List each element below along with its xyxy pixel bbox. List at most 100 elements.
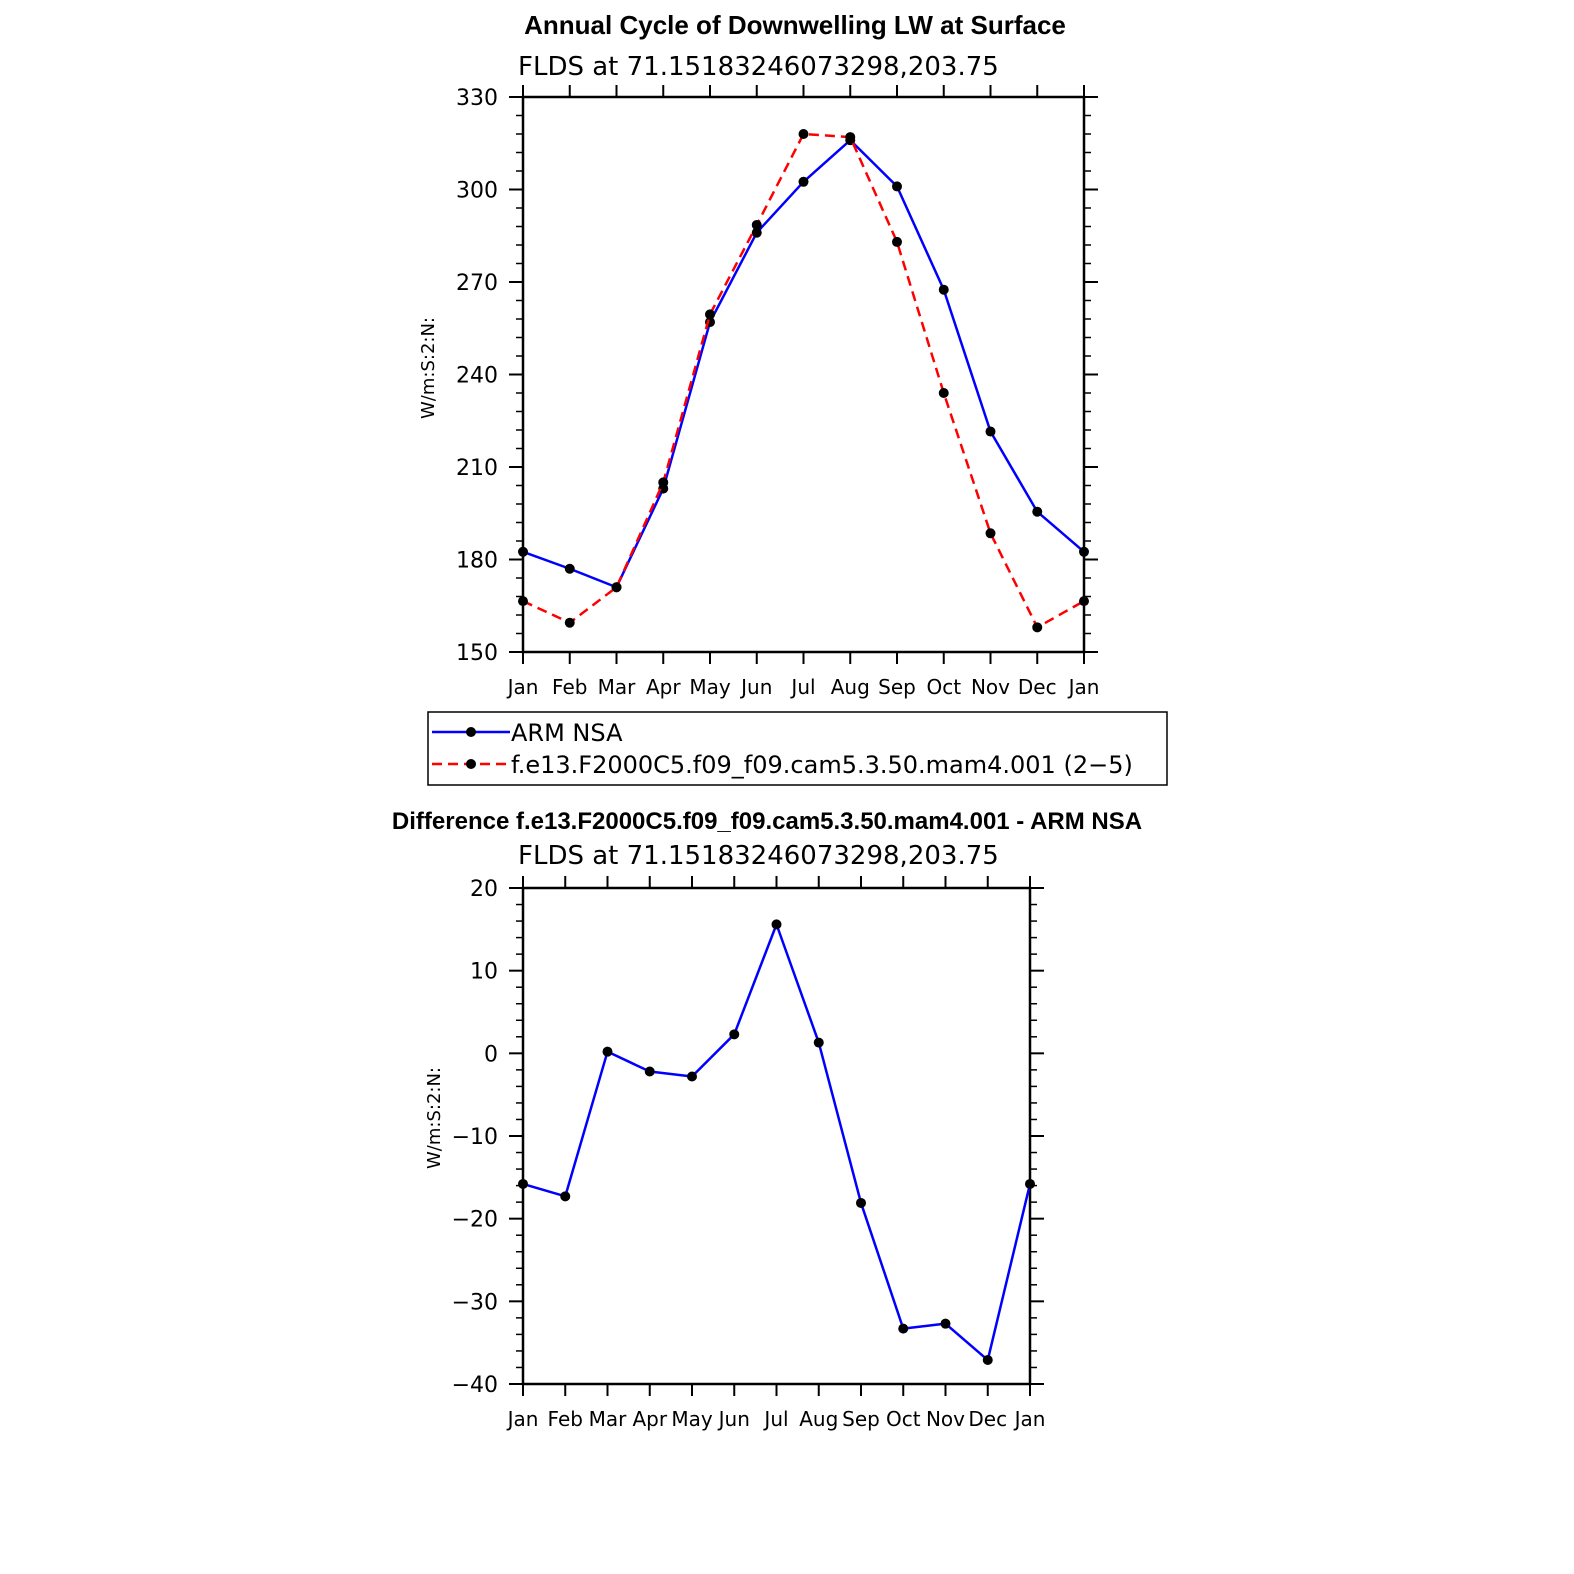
data-point [518, 546, 528, 557]
data-point [892, 181, 902, 192]
x-tick-label: Jan [506, 675, 539, 699]
x-tick-label: Sep [842, 1407, 880, 1431]
data-point [938, 388, 949, 398]
y-axis-label: W/m:S:2:N: [418, 317, 439, 419]
y-tick-label: 240 [456, 364, 498, 389]
data-point [1079, 546, 1089, 557]
y-tick-label: −30 [452, 1290, 498, 1315]
chart-title: Difference f.e13.F2000C5.f09_f09.cam5.3.… [392, 808, 1142, 835]
data-point [985, 426, 996, 437]
data-point [798, 129, 809, 139]
x-tick-label: Oct [886, 1407, 921, 1431]
x-tick-label: Mar [589, 1407, 628, 1431]
legend-marker-arm-nsa [466, 727, 476, 737]
chart-subtitle: FLDS at 71.15183246073298,203.75 [518, 52, 999, 82]
legend-entry-arm-nsa: ARM NSA [432, 719, 623, 747]
legend: ARM NSA f.e13.F2000C5.f09_f09.cam5.3.50.… [427, 711, 1168, 786]
data-point [845, 132, 856, 143]
x-tick-label: Jan [1013, 1407, 1046, 1431]
data-point [560, 1191, 571, 1202]
data-point [1025, 1178, 1035, 1189]
data-point [1032, 622, 1043, 633]
data-point [751, 219, 762, 230]
data-point [856, 1197, 866, 1208]
data-point [813, 1037, 824, 1048]
x-tick-label: Apr [632, 1407, 667, 1431]
legend-label-arm-nsa: ARM NSA [511, 719, 623, 747]
legend-label-model: f.e13.F2000C5.f09_f09.cam5.3.50.mam4.001… [511, 751, 1133, 779]
y-tick-label: 270 [456, 271, 498, 296]
x-tick-label: Dec [968, 1407, 1007, 1431]
data-point [771, 919, 782, 930]
data-point [705, 309, 715, 320]
x-tick-label: Jun [717, 1407, 750, 1431]
data-point [892, 236, 902, 247]
data-point [611, 582, 622, 593]
data-point [687, 1071, 697, 1082]
chart-subtitle: FLDS at 71.15183246073298,203.75 [518, 841, 999, 871]
series-line-0 [522, 923, 1032, 1362]
x-tick-label: Jan [1067, 675, 1100, 699]
y-tick-label: 10 [470, 960, 498, 985]
y-tick-label: 20 [470, 877, 498, 902]
data-point [564, 563, 575, 574]
x-tick-label: Oct [926, 675, 961, 699]
data-point [938, 284, 949, 295]
data-point [518, 596, 528, 607]
y-tick-label: 210 [456, 456, 498, 481]
x-tick-label: Dec [1018, 675, 1057, 699]
plot-frame: Jan Feb Mar Apr May Jun Jul Aug Sep Oct Nov Dec Jan−… [452, 876, 1046, 1431]
data-point [798, 176, 809, 187]
plot-border [521, 886, 1032, 1386]
data-point [729, 1029, 740, 1040]
data-point [985, 528, 996, 539]
y-tick-label: 180 [456, 549, 498, 574]
legend-marker-model [466, 759, 476, 769]
x-tick-label: Jul [762, 1407, 788, 1431]
annual-cycle-chart: Annual Cycle of Downwelling LW at Surfac… [418, 10, 1099, 699]
x-tick-label: Feb [552, 675, 587, 699]
x-tick-label: Aug [831, 675, 870, 699]
series-line-0 [522, 138, 1085, 589]
x-tick-label: Jun [739, 675, 772, 699]
y-tick-label: −20 [452, 1208, 498, 1233]
chart-title: Annual Cycle of Downwelling LW at Surfac… [524, 10, 1066, 40]
data-point [1079, 596, 1089, 607]
x-tick-label: Nov [926, 1407, 965, 1431]
x-tick-label: Aug [799, 1407, 838, 1431]
x-tick-label: Apr [646, 675, 681, 699]
data-point [518, 1178, 528, 1189]
x-tick-label: Feb [548, 1407, 583, 1431]
legend-entry-model: f.e13.F2000C5.f09_f09.cam5.3.50.mam4.001… [432, 751, 1133, 779]
y-tick-label: −40 [452, 1373, 498, 1398]
x-tick-label: Sep [878, 675, 916, 699]
data-point [644, 1066, 655, 1077]
plot-series [518, 919, 1035, 1366]
data-point [982, 1355, 993, 1366]
data-point [940, 1318, 951, 1329]
x-tick-label: May [689, 675, 731, 699]
series-line-1 [522, 132, 1085, 629]
data-point [1032, 506, 1043, 517]
data-point [564, 617, 575, 628]
y-tick-label: 330 [456, 86, 498, 111]
x-tick-label: May [671, 1407, 713, 1431]
y-tick-label: 0 [484, 1042, 498, 1067]
difference-chart: Difference f.e13.F2000C5.f09_f09.cam5.3.… [392, 808, 1142, 1431]
y-tick-label: 300 [456, 179, 498, 204]
plot-series [518, 129, 1089, 633]
data-point [602, 1046, 613, 1057]
y-tick-label: 150 [456, 641, 498, 666]
x-tick-label: Mar [598, 675, 637, 699]
data-point [898, 1323, 909, 1334]
data-point [658, 477, 669, 488]
y-tick-label: −10 [452, 1125, 498, 1150]
data-point [751, 227, 762, 238]
legend-box [427, 711, 1168, 786]
x-tick-label: Jan [506, 1407, 539, 1431]
y-axis-label: W/m:S:2:N: [424, 1067, 445, 1169]
x-tick-label: Jul [789, 675, 815, 699]
plot-frame: Jan Feb Mar Apr May Jun Jul Aug Sep Oct Nov Dec Jan 1… [456, 85, 1099, 699]
x-tick-label: Nov [971, 675, 1010, 699]
